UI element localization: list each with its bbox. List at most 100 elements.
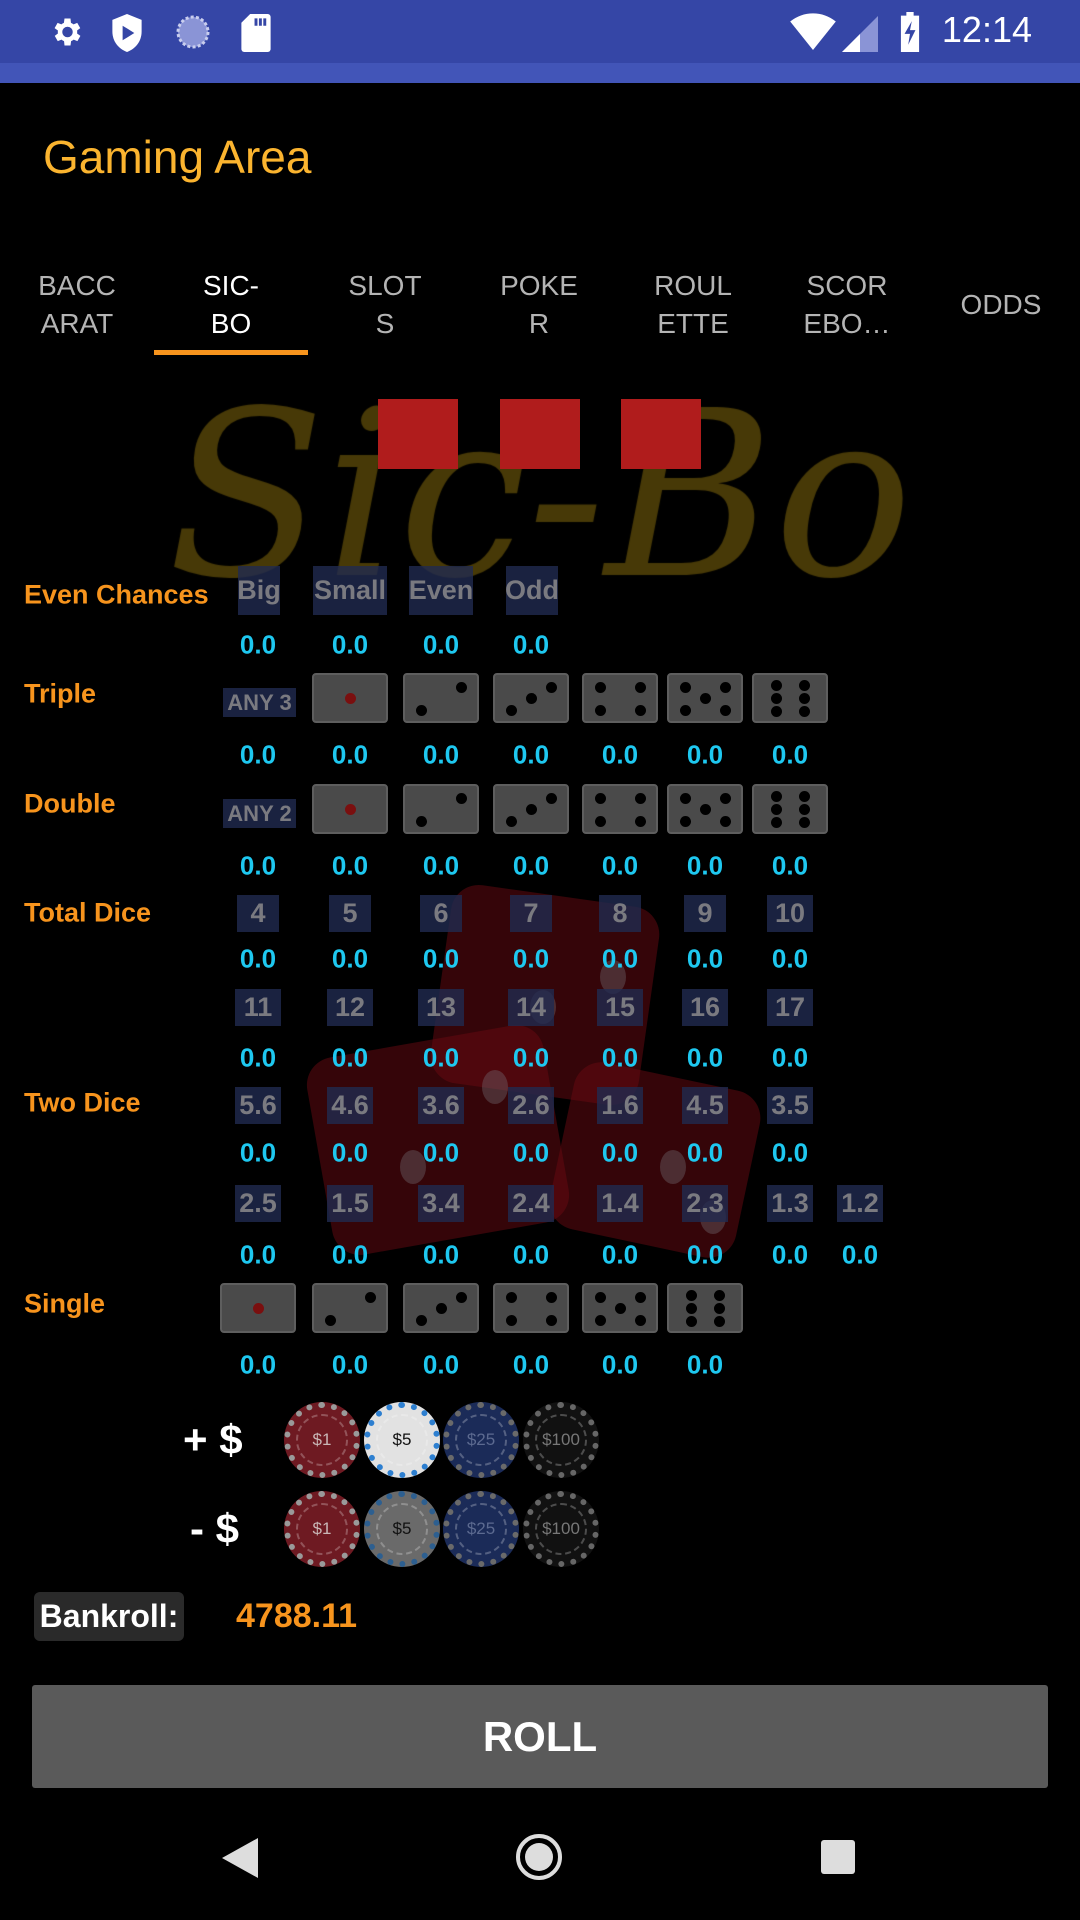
triple-die-4[interactable] — [582, 673, 658, 723]
pip — [714, 1315, 726, 1327]
bet-box-15[interactable]: 15 — [597, 989, 643, 1026]
double-die-6[interactable] — [752, 784, 828, 834]
bet-box-2-5[interactable]: 2.5 — [235, 1185, 281, 1222]
bet-box-2-3[interactable]: 2.3 — [682, 1185, 728, 1222]
home-icon[interactable] — [514, 1832, 564, 1882]
single-die-5[interactable] — [582, 1283, 658, 1333]
add-chip-5[interactable]: $5 — [364, 1402, 440, 1478]
bet-box-8[interactable]: 8 — [599, 895, 641, 932]
bet-box-1-5[interactable]: 1.5 — [327, 1185, 373, 1222]
tab-0[interactable]: BACC ARAT — [38, 270, 116, 339]
tab-5[interactable]: SCOR EBO… — [803, 270, 891, 339]
bet-box-10[interactable]: 10 — [767, 895, 813, 932]
bet-box-1-4[interactable]: 1.4 — [597, 1185, 643, 1222]
bet-amount: 0.0 — [331, 629, 369, 660]
battery-charging-icon — [900, 12, 920, 52]
pip — [700, 693, 711, 704]
pip — [770, 816, 782, 828]
bet-box-3-4[interactable]: 3.4 — [418, 1185, 464, 1222]
single-die-6[interactable] — [667, 1283, 743, 1333]
remove-chip-5[interactable]: $5 — [364, 1491, 440, 1567]
add-chip-1[interactable]: $1 — [284, 1402, 360, 1478]
bet-box-4[interactable]: 4 — [237, 895, 279, 932]
bet-box-5[interactable]: 5 — [329, 895, 371, 932]
bet-amount: 0.0 — [771, 1042, 809, 1073]
triple-die-5[interactable] — [667, 673, 743, 723]
pip — [635, 815, 647, 827]
bet-box-even[interactable]: Even — [409, 566, 473, 615]
tab-2[interactable]: SLOT S — [348, 270, 422, 339]
bet-amount: 0.0 — [686, 1239, 724, 1270]
bet-box-14[interactable]: 14 — [508, 989, 554, 1026]
double-die-1[interactable] — [312, 784, 388, 834]
signal-icon — [842, 16, 878, 52]
tab-4[interactable]: ROUL ETTE — [654, 270, 732, 339]
bet-amount: 0.0 — [686, 1042, 724, 1073]
triple-die-1[interactable] — [312, 673, 388, 723]
pip — [679, 704, 691, 716]
tab-3[interactable]: POKE R — [500, 270, 578, 339]
double-die-2[interactable] — [403, 784, 479, 834]
sd-card-icon — [241, 14, 271, 52]
bet-box-5-6[interactable]: 5.6 — [235, 1087, 281, 1124]
bet-box-11[interactable]: 11 — [235, 989, 281, 1026]
bet-box-9[interactable]: 9 — [684, 895, 726, 932]
bet-box-3-6[interactable]: 3.6 — [418, 1087, 464, 1124]
pip — [456, 1291, 468, 1303]
pip — [456, 681, 468, 693]
recents-icon[interactable] — [821, 1840, 855, 1874]
pip — [546, 1314, 558, 1326]
bet-amount: 0.0 — [512, 850, 550, 881]
remove-chip-1[interactable]: $1 — [284, 1491, 360, 1567]
pip — [799, 693, 811, 704]
pip — [714, 1303, 726, 1314]
bet-box-16[interactable]: 16 — [682, 989, 728, 1026]
roll-button[interactable]: ROLL — [32, 1685, 1048, 1788]
bet-box-7[interactable]: 7 — [510, 895, 552, 932]
bet-box-1-6[interactable]: 1.6 — [597, 1087, 643, 1124]
double-die-4[interactable] — [582, 784, 658, 834]
single-die-1[interactable] — [220, 1283, 296, 1333]
add-chip-25[interactable]: $25 — [443, 1402, 519, 1478]
bet-box-any-triple[interactable]: ANY 3 — [223, 688, 296, 717]
bet-box-1-2[interactable]: 1.2 — [837, 1185, 883, 1222]
pip — [685, 1290, 697, 1302]
bet-amount: 0.0 — [422, 629, 460, 660]
single-die-4[interactable] — [493, 1283, 569, 1333]
single-die-2[interactable] — [312, 1283, 388, 1333]
remove-chip-100[interactable]: $100 — [523, 1491, 599, 1567]
pip — [799, 791, 811, 803]
bet-box-12[interactable]: 12 — [327, 989, 373, 1026]
bet-box-2-6[interactable]: 2.6 — [508, 1087, 554, 1124]
bet-box-13[interactable]: 13 — [418, 989, 464, 1026]
bet-box-1-3[interactable]: 1.3 — [767, 1185, 813, 1222]
bet-box-4-5[interactable]: 4.5 — [682, 1087, 728, 1124]
result-die-1 — [378, 399, 458, 469]
triple-die-2[interactable] — [403, 673, 479, 723]
pip — [799, 804, 811, 815]
add-chip-100[interactable]: $100 — [523, 1402, 599, 1478]
bet-amount: 0.0 — [841, 1239, 879, 1270]
bet-box-17[interactable]: 17 — [767, 989, 813, 1026]
remove-chip-25[interactable]: $25 — [443, 1491, 519, 1567]
triple-die-6[interactable] — [752, 673, 828, 723]
bet-amount: 0.0 — [601, 1349, 639, 1380]
bet-amount: 0.0 — [512, 1239, 550, 1270]
bet-box-big[interactable]: Big — [237, 566, 281, 615]
bet-amount: 0.0 — [239, 1239, 277, 1270]
tab-1[interactable]: SIC- BO — [203, 270, 259, 339]
bet-box-small[interactable]: Small — [313, 566, 387, 615]
single-die-3[interactable] — [403, 1283, 479, 1333]
bet-box-any-double[interactable]: ANY 2 — [223, 799, 296, 828]
triple-die-3[interactable] — [493, 673, 569, 723]
tab-6[interactable]: ODDS — [960, 289, 1042, 320]
back-icon[interactable] — [222, 1838, 258, 1878]
bet-box-4-6[interactable]: 4.6 — [327, 1087, 373, 1124]
double-die-3[interactable] — [493, 784, 569, 834]
bet-box-2-4[interactable]: 2.4 — [508, 1185, 554, 1222]
bet-box-odd[interactable]: Odd — [505, 566, 559, 615]
bet-box-6[interactable]: 6 — [420, 895, 462, 932]
bet-box-3-5[interactable]: 3.5 — [767, 1087, 813, 1124]
double-die-5[interactable] — [667, 784, 743, 834]
page-title: Gaming Area — [43, 131, 312, 183]
